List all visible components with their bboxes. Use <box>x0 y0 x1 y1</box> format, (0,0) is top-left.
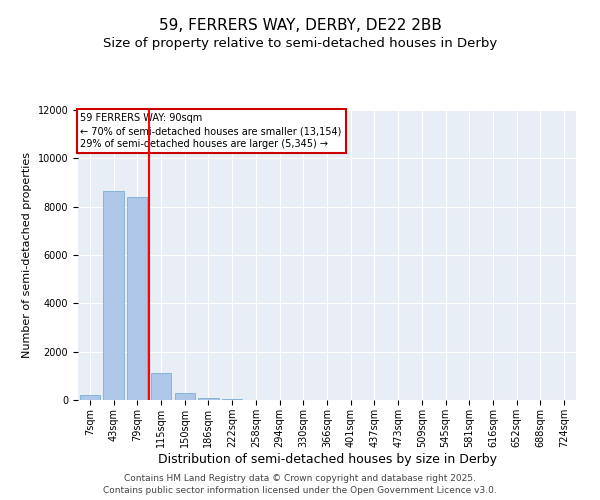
Bar <box>199 398 218 400</box>
X-axis label: Distribution of semi-detached houses by size in Derby: Distribution of semi-detached houses by … <box>157 452 497 466</box>
Text: 59 FERRERS WAY: 90sqm
← 70% of semi-detached houses are smaller (13,154)
29% of : 59 FERRERS WAY: 90sqm ← 70% of semi-deta… <box>80 113 342 150</box>
Bar <box>127 197 148 400</box>
Bar <box>175 393 195 400</box>
Bar <box>80 395 100 400</box>
Bar <box>151 374 171 400</box>
Y-axis label: Number of semi-detached properties: Number of semi-detached properties <box>22 152 32 358</box>
Text: Size of property relative to semi-detached houses in Derby: Size of property relative to semi-detach… <box>103 38 497 51</box>
Bar <box>103 191 124 400</box>
Text: 59, FERRERS WAY, DERBY, DE22 2BB: 59, FERRERS WAY, DERBY, DE22 2BB <box>158 18 442 32</box>
Text: Contains HM Land Registry data © Crown copyright and database right 2025.
Contai: Contains HM Land Registry data © Crown c… <box>103 474 497 495</box>
